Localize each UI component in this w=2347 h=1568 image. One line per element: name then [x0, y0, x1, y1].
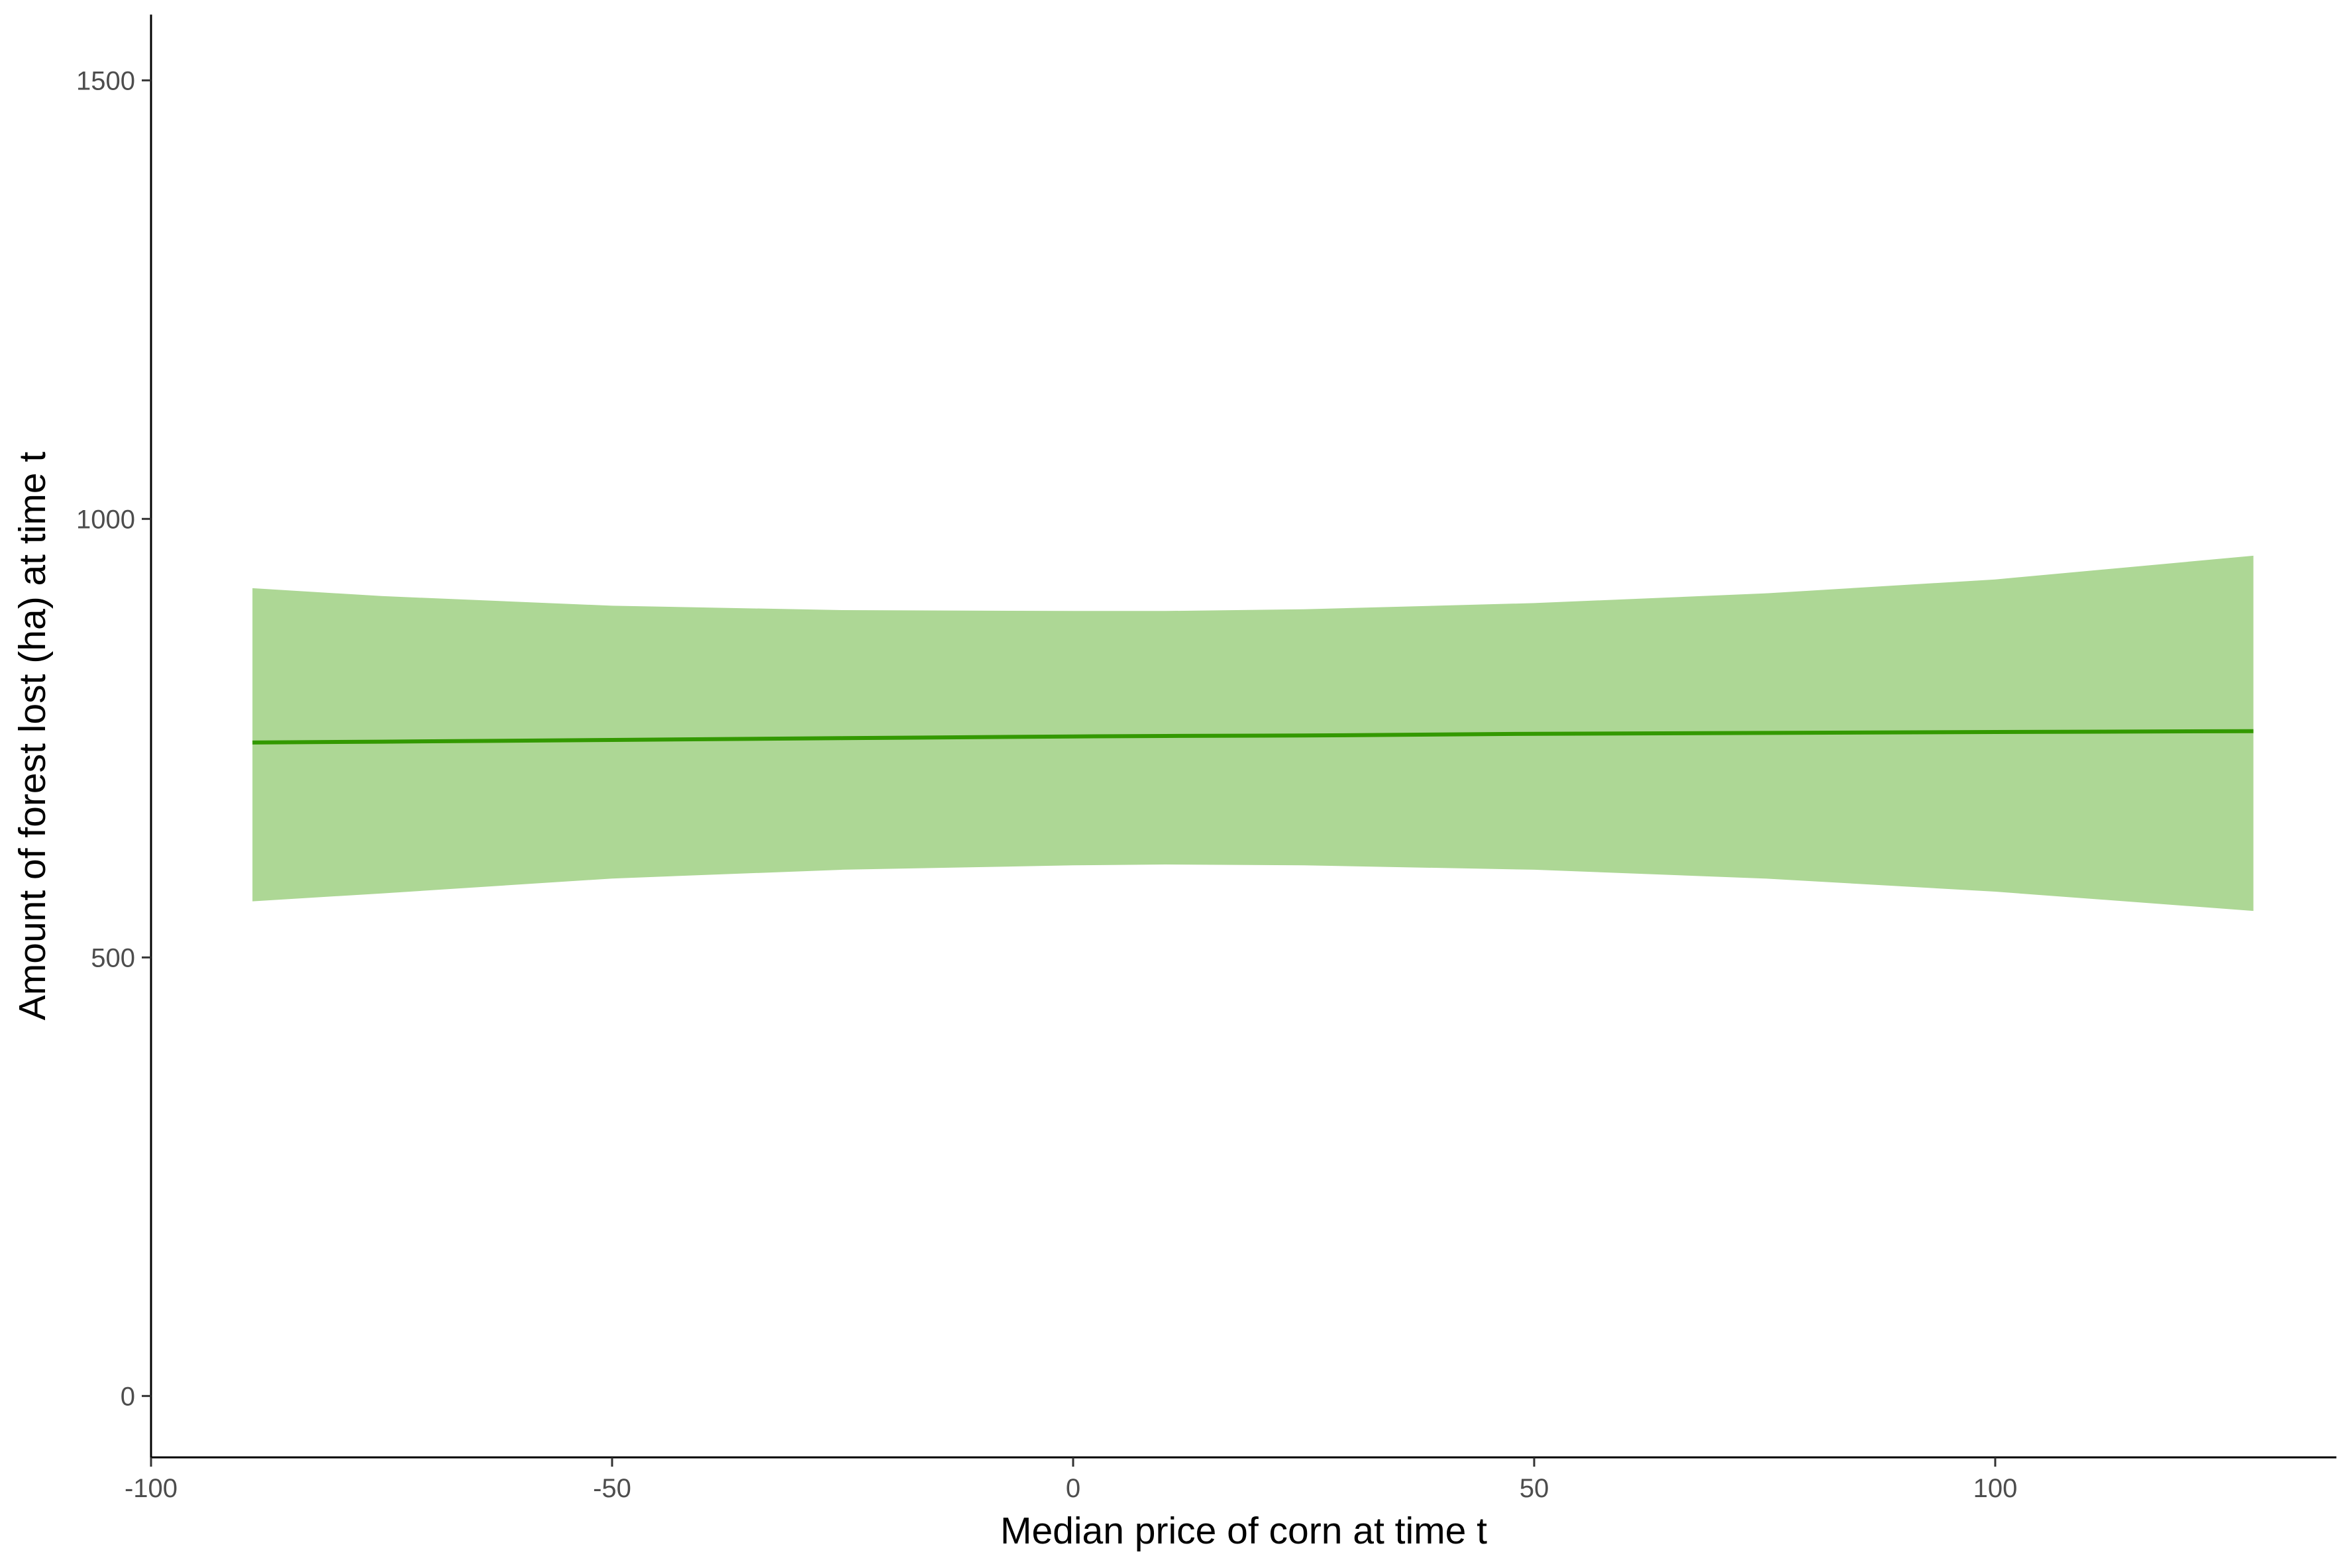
x-axis-ticks: -100 -50 0 50 100 [125, 1457, 2017, 1503]
y-tick-label: 500 [91, 943, 135, 972]
y-tick-label: 0 [121, 1382, 135, 1411]
fit-line [252, 729, 2254, 745]
x-axis-title: Median price of corn at time t [1000, 1510, 1487, 1552]
y-axis-ticks: 0 500 1000 1500 [76, 66, 151, 1411]
x-tick-label: 50 [1520, 1474, 1549, 1503]
x-tick-label: -100 [125, 1474, 178, 1503]
y-axis-title: Amount of forest lost (ha) at time t [11, 452, 54, 1021]
x-tick-label: 0 [1066, 1474, 1080, 1503]
y-tick-label: 1500 [76, 66, 135, 95]
x-tick-label: -50 [593, 1474, 631, 1503]
y-tick-label: 1000 [76, 505, 135, 534]
axes: -100 -50 0 50 100 0 500 1000 1500 [76, 15, 2336, 1503]
confidence-band [252, 555, 2254, 912]
x-tick-label: 100 [1973, 1474, 2018, 1503]
